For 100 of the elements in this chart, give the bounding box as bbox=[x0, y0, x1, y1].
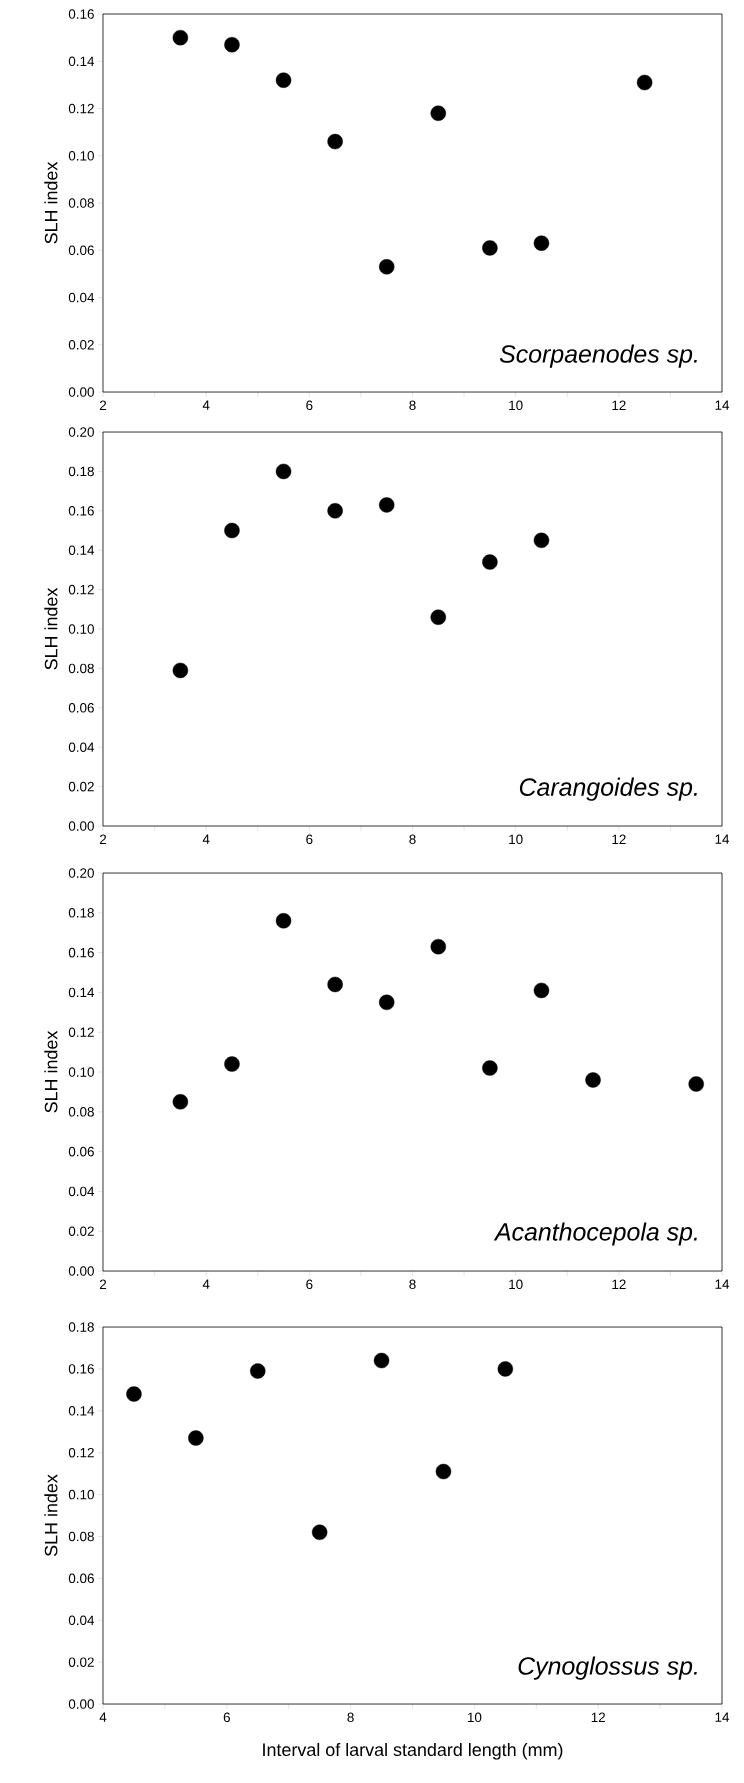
y-tick-label: 0.04 bbox=[68, 742, 95, 752]
y-axis-title: SLH index bbox=[44, 587, 58, 670]
x-tick-label: 14 bbox=[715, 1279, 730, 1289]
y-tick-label: 0.00 bbox=[68, 1699, 94, 1709]
y-tick-label: 0.10 bbox=[68, 151, 94, 161]
y-tick-label: 0.04 bbox=[68, 292, 95, 303]
y-tick-label: 0.08 bbox=[68, 1107, 94, 1117]
y-tick-label: 0.04 bbox=[68, 1615, 95, 1625]
y-tick-label: 0.08 bbox=[68, 1531, 94, 1542]
y-tick-label: 0.06 bbox=[68, 1146, 94, 1157]
y-tick-label: 0.06 bbox=[68, 245, 94, 256]
point bbox=[275, 913, 292, 929]
point bbox=[224, 37, 240, 53]
y-tick-label: 0.02 bbox=[68, 340, 94, 350]
point bbox=[533, 235, 550, 251]
point bbox=[327, 133, 343, 150]
y-tick-label: 0.12 bbox=[68, 103, 94, 114]
y-axis-title: SLH index bbox=[44, 161, 58, 244]
point bbox=[482, 554, 498, 570]
y-tick-label: 0.14 bbox=[68, 56, 95, 67]
x-tick-label: 6 bbox=[306, 1279, 313, 1290]
x-tick-label: 10 bbox=[509, 834, 523, 845]
x-tick-label: 8 bbox=[409, 834, 416, 845]
y-tick-label: 0.00 bbox=[68, 821, 94, 831]
x-tick-label: 10 bbox=[467, 1712, 482, 1723]
y-tick-label: 0.16 bbox=[68, 9, 94, 19]
x-tick-label: 10 bbox=[509, 1279, 523, 1290]
y-tick-label: 0.14 bbox=[68, 987, 95, 998]
y-tick-label: 0.00 bbox=[68, 387, 94, 397]
y-axis-title: SLH index bbox=[44, 1030, 58, 1113]
x-tick-label: 4 bbox=[99, 1712, 107, 1722]
point bbox=[327, 976, 343, 993]
y-tick-label: 0.18 bbox=[68, 466, 94, 477]
point bbox=[224, 1056, 240, 1072]
x-tick-label: 12 bbox=[612, 1279, 626, 1289]
x-tick-label: 14 bbox=[715, 1712, 730, 1722]
annotation: Acanthocepola sp. bbox=[493, 1222, 697, 1246]
point bbox=[435, 1463, 452, 1480]
y-tick-label: 0.10 bbox=[68, 624, 94, 634]
x-tick-label: 2 bbox=[99, 1279, 107, 1289]
annotation: Scorpaenodes sp. bbox=[499, 344, 697, 368]
point bbox=[533, 532, 550, 549]
y-tick-label: 0.10 bbox=[68, 1489, 94, 1500]
y-tick-label: 0.14 bbox=[68, 545, 95, 555]
point bbox=[275, 72, 292, 88]
x-tick-label: 2 bbox=[99, 400, 107, 410]
x-tick-label: 6 bbox=[306, 400, 313, 411]
annotation: Cynoglossus sp. bbox=[518, 1656, 697, 1680]
y-tick-label: 0.02 bbox=[68, 1226, 94, 1236]
y-tick-label: 0.06 bbox=[68, 1573, 94, 1584]
point bbox=[126, 1386, 142, 1402]
point bbox=[172, 1094, 189, 1110]
x-tick-label: 8 bbox=[409, 1279, 416, 1290]
y-tick-label: 0.20 bbox=[68, 868, 94, 878]
point bbox=[482, 240, 498, 256]
point bbox=[327, 503, 343, 519]
point bbox=[172, 662, 189, 679]
x-tick-label: 6 bbox=[223, 1712, 230, 1723]
y-tick-label: 0.08 bbox=[68, 663, 94, 674]
y-tick-label: 0.10 bbox=[68, 1067, 94, 1077]
y-tick-label: 0.16 bbox=[68, 1364, 94, 1374]
x-tick-label: 10 bbox=[509, 400, 523, 411]
x-tick-label: 8 bbox=[347, 1712, 354, 1723]
y-tick-label: 0.20 bbox=[68, 427, 94, 437]
x-tick-label: 12 bbox=[612, 400, 626, 410]
y-tick-label: 0.14 bbox=[68, 1406, 95, 1416]
x-tick-label: 6 bbox=[306, 834, 313, 845]
point bbox=[224, 522, 240, 539]
x-tick-label: 12 bbox=[591, 1712, 606, 1722]
point bbox=[311, 1524, 328, 1540]
x-tick-label: 8 bbox=[409, 400, 416, 411]
y-tick-label: 0.12 bbox=[68, 1027, 94, 1037]
y-tick-label: 0.04 bbox=[68, 1186, 95, 1197]
y-axis-title: SLH index bbox=[44, 1474, 58, 1557]
point bbox=[250, 1363, 266, 1379]
point bbox=[430, 938, 446, 955]
y-tick-label: 0.18 bbox=[68, 908, 94, 918]
y-tick-label: 0.02 bbox=[68, 781, 94, 792]
point bbox=[533, 982, 550, 999]
point bbox=[172, 29, 189, 46]
y-tick-label: 0.08 bbox=[68, 198, 94, 208]
x-tick-label: 14 bbox=[715, 400, 730, 410]
annotation: Carangoides sp. bbox=[519, 777, 697, 801]
point bbox=[379, 259, 395, 275]
y-tick-label: 0.18 bbox=[68, 1322, 94, 1332]
point bbox=[379, 994, 395, 1011]
y-tick-label: 0.00 bbox=[68, 1266, 94, 1276]
point bbox=[585, 1072, 601, 1088]
y-tick-label: 0.16 bbox=[68, 506, 94, 516]
x-tick-label: 2 bbox=[99, 834, 107, 844]
point bbox=[430, 105, 446, 121]
point bbox=[636, 74, 653, 91]
y-tick-label: 0.12 bbox=[68, 1447, 94, 1458]
x-tick-label: 12 bbox=[612, 834, 626, 844]
y-tick-label: 0.12 bbox=[68, 584, 94, 595]
point bbox=[188, 1430, 204, 1446]
y-tick-label: 0.16 bbox=[68, 947, 94, 958]
y-tick-label: 0.06 bbox=[68, 703, 94, 713]
point bbox=[430, 609, 446, 625]
x-axis-title: Interval of larval standard length (mm) bbox=[263, 1742, 563, 1760]
